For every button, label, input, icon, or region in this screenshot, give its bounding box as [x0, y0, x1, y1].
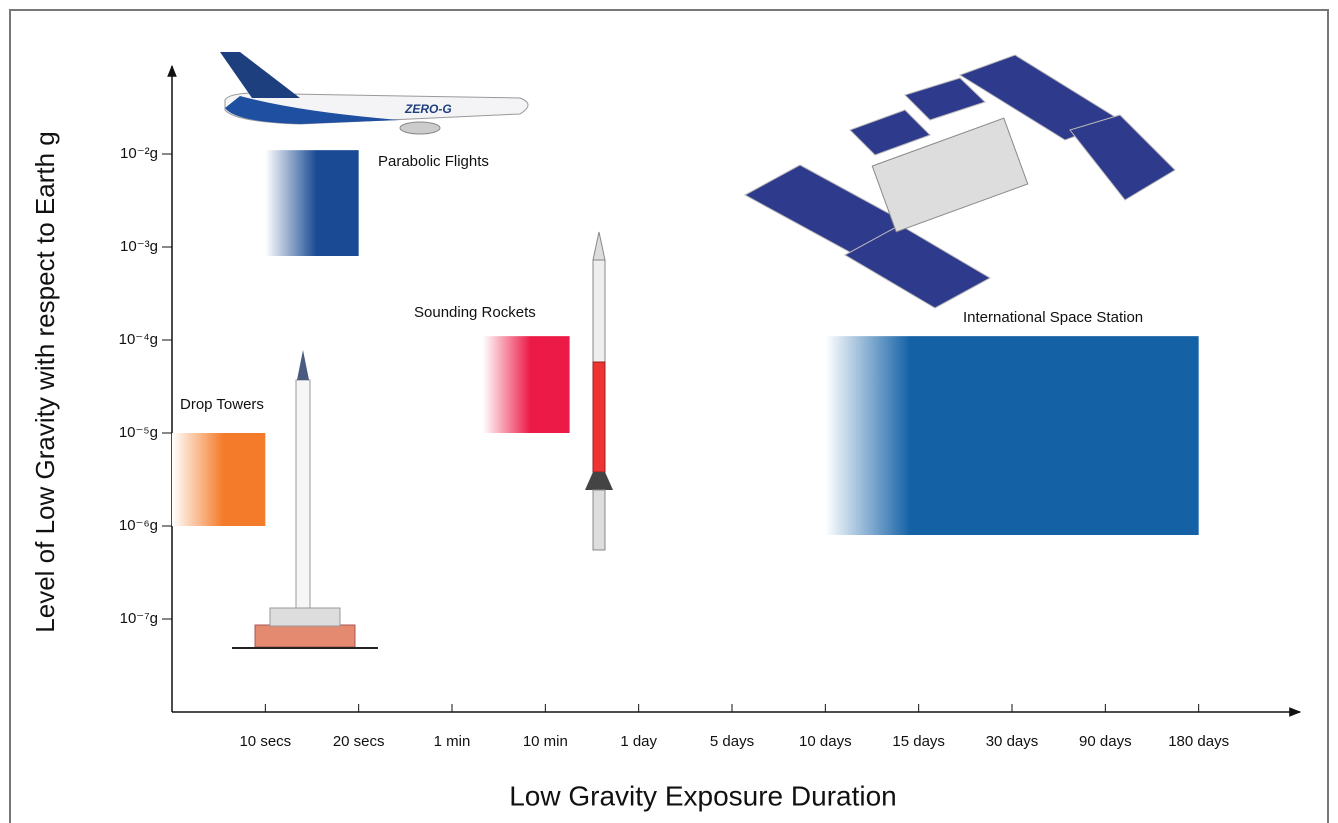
y-tick-label: 10⁻⁴g [119, 331, 158, 348]
rocket-image [585, 232, 613, 550]
bar-label: International Space Station [963, 309, 1143, 326]
space-station-image [745, 55, 1175, 308]
y-tick-label: 10⁻²g [120, 145, 158, 162]
y-tick-label: 10⁻⁶g [119, 517, 158, 534]
x-tick-label: 1 min [434, 733, 471, 750]
x-tick-label: 10 secs [239, 733, 291, 750]
bar-label: Parabolic Flights [378, 153, 489, 170]
y-axis-title: Level of Low Gravity with respect to Ear… [30, 131, 60, 632]
range-bar [265, 150, 358, 256]
x-tick-label: 180 days [1168, 733, 1229, 750]
range-bar [825, 336, 1198, 535]
airplane-image: ZERO-G [220, 52, 528, 134]
range-bar [172, 433, 265, 526]
svg-text:ZERO-G: ZERO-G [404, 102, 452, 116]
x-tick-label: 15 days [892, 733, 945, 750]
bar-label: Sounding Rockets [414, 304, 536, 321]
bar-label: Drop Towers [180, 396, 264, 413]
x-tick-label: 1 day [620, 733, 657, 750]
x-tick-label: 10 days [799, 733, 852, 750]
x-tick-label: 90 days [1079, 733, 1132, 750]
x-tick-label: 20 secs [333, 733, 385, 750]
x-tick-label: 30 days [986, 733, 1039, 750]
x-tick-label: 10 min [523, 733, 568, 750]
y-tick-label: 10⁻³g [120, 238, 158, 255]
chart: ZERO-G Low Gravity Exposure Duration Lev… [0, 0, 1338, 823]
x-tick-label: 5 days [710, 733, 754, 750]
range-bar [483, 336, 570, 433]
y-tick-label: 10⁻⁷g [120, 610, 158, 627]
y-tick-label: 10⁻⁵g [119, 424, 158, 441]
x-axis-title: Low Gravity Exposure Duration [509, 780, 897, 811]
